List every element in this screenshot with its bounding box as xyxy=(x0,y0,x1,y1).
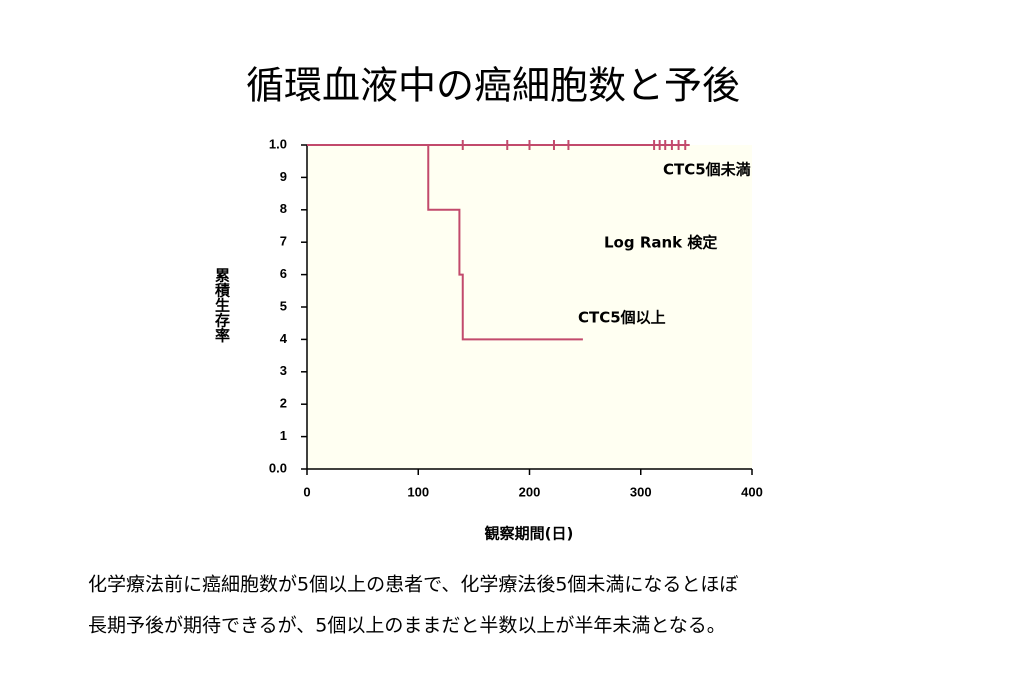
x-tick-label: 400 xyxy=(741,484,763,499)
y-tick-label: 5 xyxy=(280,298,287,313)
y-tick-label: 6 xyxy=(280,266,287,281)
survival-line xyxy=(307,144,583,341)
y-tick-label: 1.0 xyxy=(269,136,287,151)
x-tick-label: 300 xyxy=(630,484,652,499)
y-axis-label: 累積生存率 xyxy=(213,268,231,344)
x-tick-label: 0 xyxy=(303,484,310,499)
y-tick-label: 2 xyxy=(280,396,287,411)
y-tick-label: 0.0 xyxy=(269,460,287,475)
y-tick-label: 1 xyxy=(280,428,287,443)
y-tick-label: 4 xyxy=(280,331,288,346)
x-tick-label: 100 xyxy=(407,484,429,499)
x-tick-label: 200 xyxy=(519,484,541,499)
body-text: 長期予後が期待できるが、5個以上のままだと半数以上が半年未満となる。 xyxy=(88,615,726,637)
x-axis-label: 観察期間(日) xyxy=(485,525,574,543)
annotation: Log Rank 検定 xyxy=(604,234,717,252)
body-text: 化学療法前に癌細胞数が5個以上の患者で、化学療法後5個未満になるとほぼ xyxy=(88,574,738,596)
y-tick-label: 3 xyxy=(280,363,287,378)
series-label: CTC5個未満 xyxy=(663,161,751,179)
y-tick-label: 9 xyxy=(280,169,287,184)
y-tick-label: 8 xyxy=(280,201,287,216)
y-tick-label: 7 xyxy=(280,234,287,249)
slide-title: 循環血液中の癌細胞数と予後 xyxy=(246,64,740,108)
series-label: CTC5個以上 xyxy=(578,309,666,327)
plot-area xyxy=(307,145,752,469)
